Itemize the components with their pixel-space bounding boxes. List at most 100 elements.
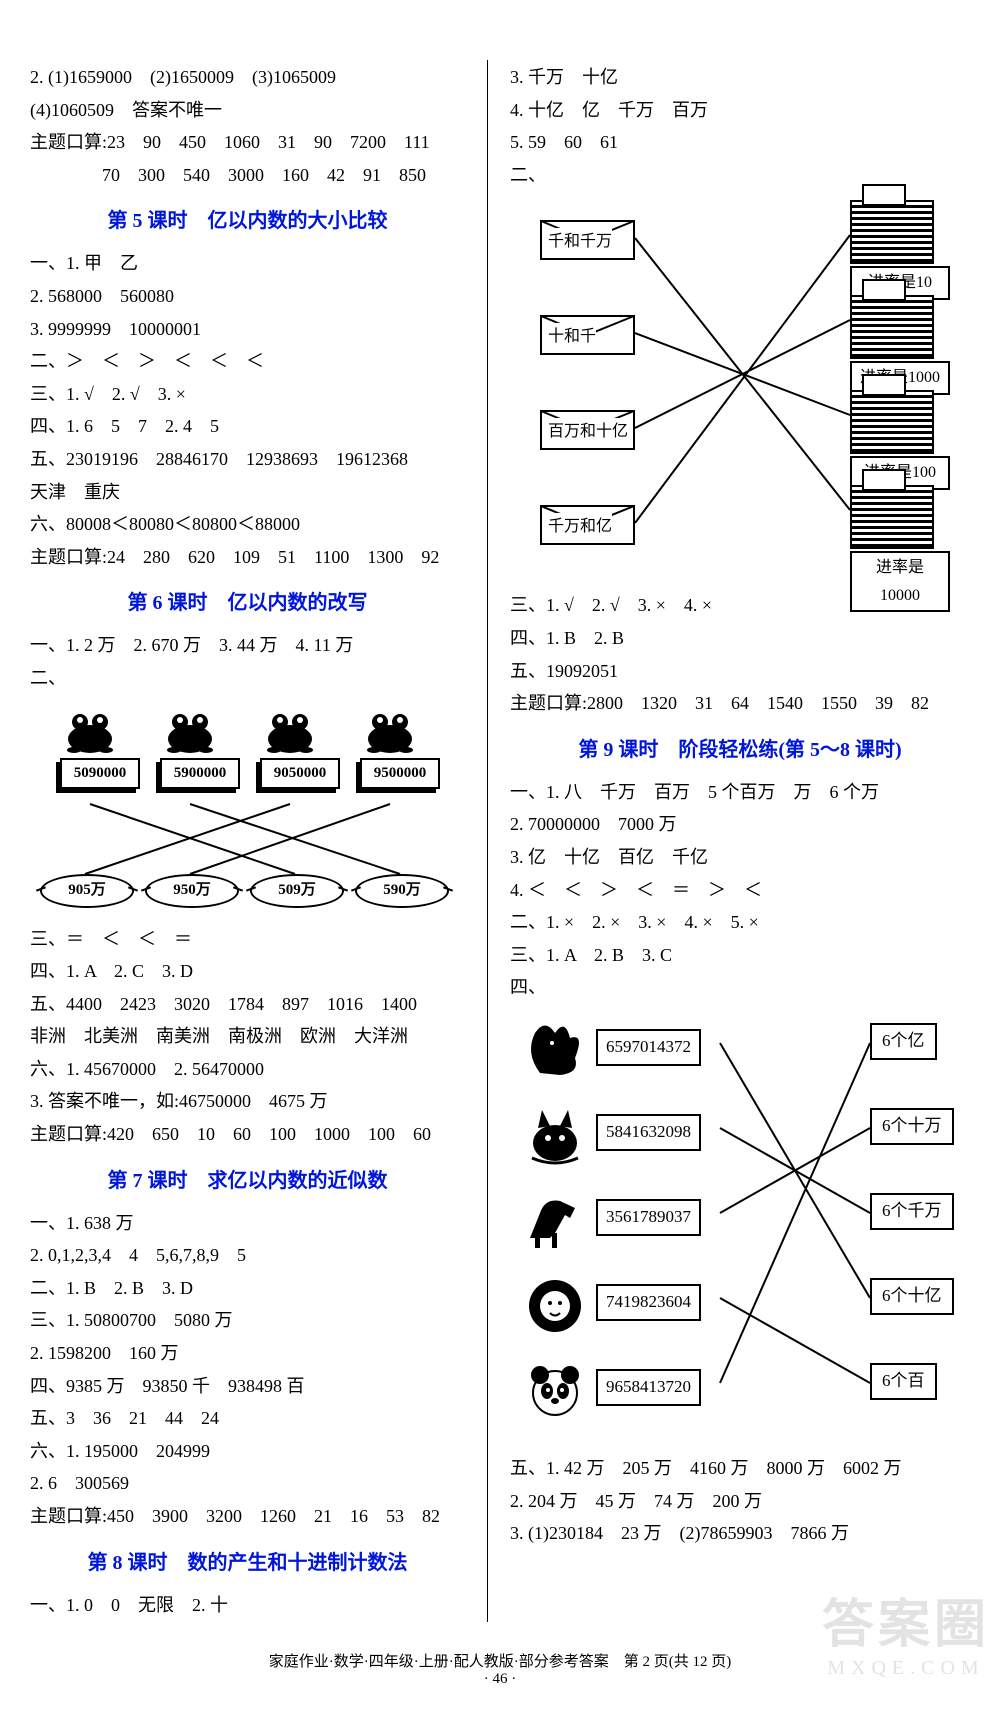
text: 四、1. 6 5 7 2. 4 5 xyxy=(30,411,465,442)
text: 二、1. × 2. × 3. × 4. × 5. × xyxy=(510,907,970,938)
text: 主题口算:420 650 10 60 100 1000 100 60 xyxy=(30,1119,465,1150)
horse-icon xyxy=(520,1183,590,1253)
text: 主题口算:450 3900 3200 1260 21 16 53 82 xyxy=(30,1501,465,1532)
answer-box: 6个百 xyxy=(870,1363,937,1400)
text: 2. 70000000 7000 万 xyxy=(510,809,970,840)
text: 主题口算:23 90 450 1060 31 90 7200 111 xyxy=(30,127,465,158)
text: 四、1. A 2. C 3. D xyxy=(30,956,465,987)
panda-row: 9658413720 xyxy=(520,1353,701,1423)
text: 五、4400 2423 3020 1784 897 1016 1400 xyxy=(30,989,465,1020)
text: 五、3 36 21 44 24 xyxy=(30,1403,465,1434)
rate-label: 进率是10000 xyxy=(850,551,950,611)
answer-box: 6个千万 xyxy=(870,1193,954,1230)
lesson-8-heading: 第 8 课时 数的产生和十进制计数法 xyxy=(30,1546,465,1580)
text: 2. (1)1659000 (2)1650009 (3)1065009 xyxy=(30,62,465,93)
right-column: 3. 千万 十亿 4. 十亿 亿 千万 百万 5. 59 60 61 二、 千和… xyxy=(492,60,970,1622)
text: 4. 十亿 亿 千万 百万 xyxy=(510,95,970,126)
text: 主题口算:2800 1320 31 64 1540 1550 39 82 xyxy=(510,688,970,719)
text: 三、＝ ＜ ＜ ＝ xyxy=(30,924,465,955)
animal-number: 5841632098 xyxy=(596,1114,701,1151)
frog-number: 5090000 xyxy=(60,758,140,790)
text: 主题口算:24 280 620 109 51 1100 1300 92 xyxy=(30,542,465,573)
lily-pad: 905万 xyxy=(40,874,134,908)
text: 五、19092051 xyxy=(510,656,970,687)
text: 六、80008＜80080＜80800＜88000 xyxy=(30,509,465,540)
lesson-5-heading: 第 5 课时 亿以内数的大小比较 xyxy=(30,204,465,238)
text: 四、1. B 2. B xyxy=(510,623,970,654)
text: 三、1. 50800700 5080 万 xyxy=(30,1305,465,1336)
text: 3. 9999999 10000001 xyxy=(30,314,465,345)
animal-number-diagram: 6597014372 5841632098 3561789037 7419823… xyxy=(510,1013,970,1443)
cat-icon xyxy=(520,1098,590,1168)
squirrel-row: 6597014372 xyxy=(520,1013,701,1083)
text: 天津 重庆 xyxy=(30,477,465,508)
animal-number: 3561789037 xyxy=(596,1199,701,1236)
text: 二、1. B 2. B 3. D xyxy=(30,1273,465,1304)
text: 一、1. 0 0 无限 2. 十 xyxy=(30,1590,465,1621)
answer-box: 6个十亿 xyxy=(870,1278,954,1315)
watermark-big: 答案圈 xyxy=(822,1582,990,1657)
frog-number: 9050000 xyxy=(260,758,340,790)
column-divider xyxy=(487,60,488,1622)
answer-box: 6个亿 xyxy=(870,1023,937,1060)
page: 2. (1)1659000 (2)1650009 (3)1065009 (4)1… xyxy=(0,0,1000,1642)
text: 四、9385 万 93850 千 938498 百 xyxy=(30,1371,465,1402)
animal-number: 6597014372 xyxy=(596,1029,701,1066)
text: 一、1. 638 万 xyxy=(30,1208,465,1239)
text: 四、 xyxy=(510,972,970,1003)
lesson-7-heading: 第 7 课时 求亿以内数的近似数 xyxy=(30,1164,465,1198)
text: 六、1. 195000 204999 xyxy=(30,1436,465,1467)
watermark: 答案圈 MXQE.COM xyxy=(822,1582,990,1680)
animal-number: 7419823604 xyxy=(596,1284,701,1321)
lesson-9-heading: 第 9 课时 阶段轻松练(第 5～8 课时) xyxy=(510,733,970,767)
text: 2. 568000 560080 xyxy=(30,281,465,312)
squirrel-icon xyxy=(520,1013,590,1083)
text: 五、1. 42 万 205 万 4160 万 8000 万 6002 万 xyxy=(510,1453,970,1484)
lily-pad: 950万 xyxy=(145,874,239,908)
lesson-6-heading: 第 6 课时 亿以内数的改写 xyxy=(30,586,465,620)
text: 4. ＜ ＜ ＞ ＜ ＝ ＞ ＜ xyxy=(510,875,970,906)
watermark-small: MXQE.COM xyxy=(822,1657,990,1680)
text: 三、1. √ 2. √ 3. × xyxy=(30,379,465,410)
envelope-icon: 千和千万 xyxy=(540,220,635,260)
answer-box: 6个十万 xyxy=(870,1108,954,1145)
text: 二、 xyxy=(30,663,465,694)
text: 3. 千万 十亿 xyxy=(510,62,970,93)
text: 5. 59 60 61 xyxy=(510,127,970,158)
frog-match-diagram: 5090000 5900000 9050000 9500000 905万 950万 509万… xyxy=(30,704,450,914)
text: 3. (1)230184 23 万 (2)78659903 7866 万 xyxy=(510,1518,970,1549)
envelope-icon: 百万和十亿 xyxy=(540,410,635,450)
lion-row: 7419823604 xyxy=(520,1268,701,1338)
horse-row: 3561789037 xyxy=(520,1183,701,1253)
text: 2. 6 300569 xyxy=(30,1468,465,1499)
lily-pad: 509万 xyxy=(250,874,344,908)
text: 一、1. 甲 乙 xyxy=(30,248,465,279)
frog-number: 9500000 xyxy=(360,758,440,790)
animal-number: 9658413720 xyxy=(596,1369,701,1406)
frog-icon: 9050000 xyxy=(260,704,340,790)
text: 一、1. 2 万 2. 670 万 3. 44 万 4. 11 万 xyxy=(30,630,465,661)
text: 2. 1598200 160 万 xyxy=(30,1338,465,1369)
panda-icon xyxy=(520,1353,590,1423)
frog-icon: 5090000 xyxy=(60,704,140,790)
envelope-icon: 十和千 xyxy=(540,315,635,355)
text: 2. 0,1,2,3,4 4 5,6,7,8,9 5 xyxy=(30,1240,465,1271)
text: 非洲 北美洲 南美洲 南极洲 欧洲 大洋洲 xyxy=(30,1021,465,1052)
left-column: 2. (1)1659000 (2)1650009 (3)1065009 (4)1… xyxy=(30,60,483,1622)
text: 2. 204 万 45 万 74 万 200 万 xyxy=(510,1486,970,1517)
postbox-icon: 进率是10000 xyxy=(850,485,950,611)
frog-icon: 5900000 xyxy=(160,704,240,790)
lily-pad: 590万 xyxy=(355,874,449,908)
frog-icon: 9500000 xyxy=(360,704,440,790)
text: 六、1. 45670000 2. 56470000 xyxy=(30,1054,465,1085)
text: 3. 亿 十亿 百亿 千亿 xyxy=(510,842,970,873)
text: 3. 答案不唯一，如:46750000 4675 万 xyxy=(30,1086,465,1117)
cat-row: 5841632098 xyxy=(520,1098,701,1168)
text: 一、1. 八 千万 百万 5 个百万 万 6 个万 xyxy=(510,777,970,808)
text: 70 300 540 3000 160 42 91 850 xyxy=(30,160,465,191)
text: 三、1. A 2. B 3. C xyxy=(510,940,970,971)
text: (4)1060509 答案不唯一 xyxy=(30,95,465,126)
text: 五、23019196 28846170 12938693 19612368 xyxy=(30,444,465,475)
text: 二、＞ ＜ ＞ ＜ ＜ ＜ xyxy=(30,346,465,377)
envelope-icon: 千万和亿 xyxy=(540,505,635,545)
